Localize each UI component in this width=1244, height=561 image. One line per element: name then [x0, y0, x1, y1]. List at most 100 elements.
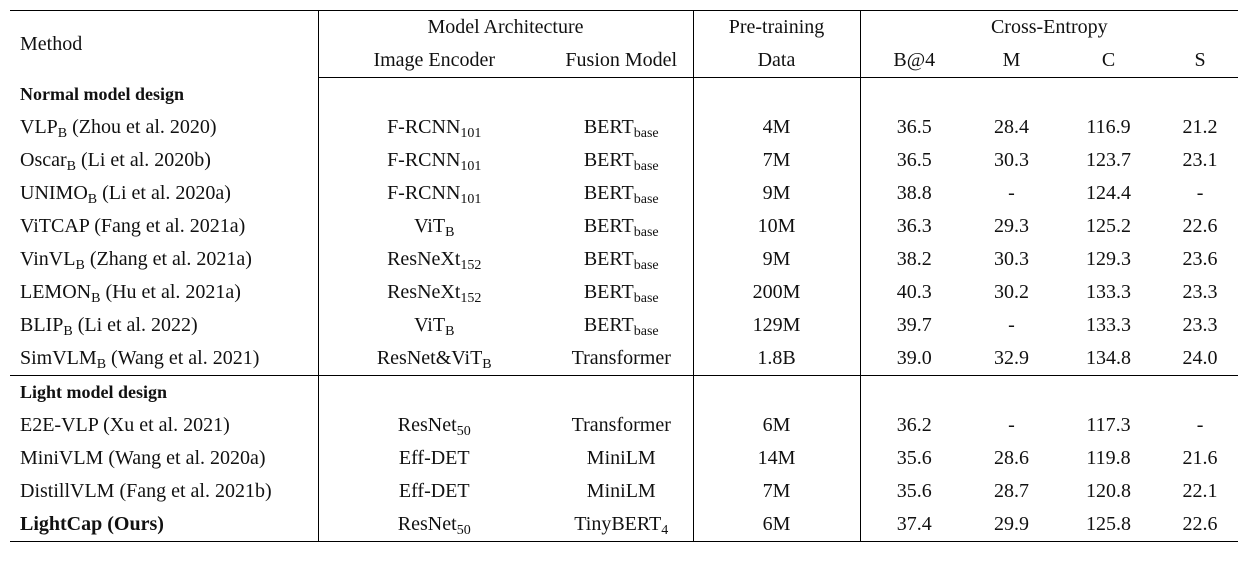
meteor-cell: -: [968, 177, 1055, 210]
table-row: MiniVLM (Wang et al. 2020a) Eff-DET MiniLM…: [10, 442, 1238, 475]
spice-value: 21.6: [1182, 447, 1218, 469]
image-encoder-name: ResNet: [397, 513, 457, 535]
image-encoder-cell: ResNet50: [317, 508, 550, 542]
spice-cell: 23.6: [1162, 243, 1238, 276]
spice-value: 24.0: [1182, 347, 1218, 369]
meteor-value: 28.4: [994, 116, 1029, 138]
table-row: E2E-VLP (Xu et al. 2021) ResNet50 Transfor…: [10, 409, 1238, 442]
meteor-value: -: [1008, 314, 1015, 336]
spice-cell: 21.2: [1162, 111, 1238, 144]
method-cell: BLIPB (Li et al. 2022): [10, 309, 318, 342]
method-citation: (Li et al. 2020a): [97, 182, 231, 204]
section-header-row: Normal model design: [10, 77, 1238, 111]
b4-cell: 36.5: [859, 144, 968, 177]
method-cell: LEMONB (Hu et al. 2021a): [10, 276, 318, 309]
b4-cell: 38.2: [859, 243, 968, 276]
b4-value: 36.5: [896, 149, 932, 171]
method-name: SimVLM: [20, 347, 97, 369]
cider-value: 134.8: [1086, 347, 1131, 369]
method-citation: (Fang et al. 2021b): [114, 480, 272, 502]
fusion-model-name: TinyBERT: [574, 513, 662, 535]
image-encoder-header: Image Encoder: [317, 44, 550, 78]
b4-value: 38.8: [896, 182, 932, 204]
method-cell: E2E-VLP (Xu et al. 2021): [10, 409, 318, 442]
method-name: ViTCAP: [20, 215, 90, 237]
image-encoder-cell: Eff-DET: [317, 475, 550, 508]
table-row: OscarB (Li et al. 2020b) F-RCNN101 BERTbas…: [10, 144, 1238, 177]
cider-cell: 116.9: [1055, 111, 1162, 144]
fusion-model-subscript: base: [633, 126, 659, 141]
image-encoder-name: Eff-DET: [398, 447, 470, 469]
meteor-cell: 30.3: [968, 144, 1055, 177]
metric-header-m: M: [968, 44, 1055, 78]
pretraining-data-cell: 9M: [692, 177, 860, 210]
method-subscript: B: [66, 159, 76, 174]
pretraining-data-cell: 6M: [692, 508, 860, 542]
cider-cell: 119.8: [1055, 442, 1162, 475]
method-subscript: B: [91, 291, 101, 306]
pretraining-data-cell: 129M: [692, 309, 860, 342]
meteor-value: 30.3: [994, 149, 1029, 171]
section-title: Normal model design: [20, 83, 184, 104]
spice-cell: -: [1162, 177, 1238, 210]
spice-value: -: [1196, 414, 1204, 436]
image-encoder-subscript: 101: [460, 126, 482, 141]
pretraining-data-value: 6M: [762, 414, 791, 436]
meteor-cell: 30.3: [968, 243, 1055, 276]
results-table: Method Model Architecture Pre-training C…: [10, 10, 1239, 542]
cider-value: 117.3: [1086, 414, 1131, 436]
spice-value: 23.6: [1182, 248, 1218, 270]
spice-value: 22.1: [1182, 480, 1218, 502]
pretraining-data-cell: 9M: [692, 243, 860, 276]
fusion-model-subscript: base: [633, 192, 659, 207]
fusion-model-name: MiniLM: [586, 447, 656, 469]
meteor-cell: 29.3: [968, 210, 1055, 243]
spice-cell: 22.1: [1162, 475, 1238, 508]
table-row: SimVLMB (Wang et al. 2021) ResNet&ViTB Tra…: [10, 342, 1239, 376]
b4-cell: 40.3: [859, 276, 968, 309]
fusion-model-name: BERT: [583, 281, 634, 303]
table-row: BLIPB (Li et al. 2022) ViTB BERTbase 129M 39…: [10, 309, 1238, 342]
method-subscript: B: [63, 324, 73, 339]
method-citation: (Li et al. 2020b): [75, 149, 211, 171]
b4-cell: 36.3: [859, 210, 968, 243]
method-cell: ViTCAP (Fang et al. 2021a): [10, 210, 318, 243]
meteor-value: 28.7: [994, 480, 1029, 502]
table-body: Normal model design VLPB (Zhou et al. 202…: [10, 77, 1239, 542]
table-row: LEMONB (Hu et al. 2021a) ResNeXt152 BERTba…: [10, 276, 1238, 309]
cider-value: 124.4: [1086, 182, 1131, 204]
meteor-cell: 29.9: [968, 508, 1055, 542]
b4-value: 36.2: [896, 414, 932, 436]
metric-header-s: S: [1162, 44, 1239, 78]
image-encoder-name: F-RCNN: [387, 149, 461, 171]
table-row: VLPB (Zhou et al. 2020) F-RCNN101 BERTbase…: [10, 111, 1238, 144]
spice-value: 22.6: [1182, 513, 1218, 535]
cider-cell: 133.3: [1055, 309, 1162, 342]
table-row: ViTCAP (Fang et al. 2021a) ViTB BERTbase 10…: [10, 210, 1238, 243]
b4-value: 35.6: [896, 480, 932, 502]
table-header: Method Model Architecture Pre-training C…: [10, 10, 1239, 78]
cider-value: 129.3: [1086, 248, 1131, 270]
fusion-model-name: BERT: [583, 314, 634, 336]
spice-value: 22.6: [1182, 215, 1218, 237]
image-encoder-subscript: 152: [460, 258, 482, 273]
table-row: LightCap (Ours) ResNet50 TinyBERT4 6M 37.4 29…: [10, 508, 1239, 542]
image-encoder-cell: ResNet50: [317, 409, 550, 442]
method-cell: MiniVLM (Wang et al. 2020a): [10, 442, 318, 475]
spice-cell: 21.6: [1162, 442, 1238, 475]
image-encoder-cell: F-RCNN101: [317, 177, 550, 210]
fusion-model-cell: BERTbase: [550, 144, 693, 177]
fusion-model-cell: BERTbase: [550, 309, 693, 342]
b4-value: 35.6: [896, 447, 932, 469]
method-cell: VLPB (Zhou et al. 2020): [10, 111, 318, 144]
pretraining-data-value: 10M: [757, 215, 796, 237]
method-name: E2E-VLP: [20, 414, 99, 436]
fusion-model-name: Transformer: [571, 347, 671, 369]
method-citation: (Hu et al. 2021a): [100, 281, 241, 303]
image-encoder-cell: F-RCNN101: [317, 111, 550, 144]
meteor-value: 29.9: [994, 513, 1029, 535]
method-citation: (Wang et al. 2020a): [103, 447, 266, 469]
pretraining-data-cell: 6M: [692, 409, 860, 442]
method-name: UNIMO: [20, 182, 88, 204]
image-encoder-cell: ViTB: [317, 210, 550, 243]
